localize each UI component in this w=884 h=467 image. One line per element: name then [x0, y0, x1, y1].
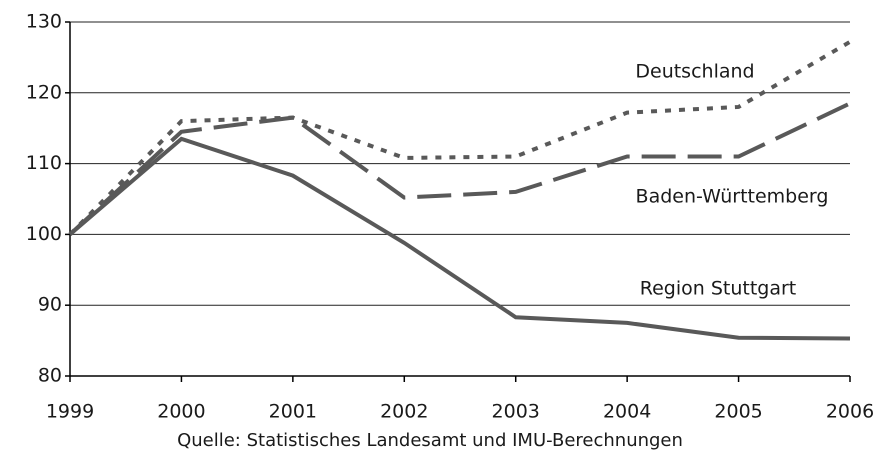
x-tick-label: 2000: [157, 401, 205, 423]
x-tick-label: 2004: [603, 401, 651, 423]
x-tick-label: 2005: [714, 401, 762, 423]
x-tick-label: 2001: [269, 401, 317, 423]
source-note: Quelle: Statistisches Landesamt und IMU-…: [177, 430, 683, 451]
x-tick-label: 2002: [380, 401, 428, 423]
y-tick-label: 100: [26, 223, 62, 245]
y-tick-label: 110: [26, 152, 62, 174]
series-label: Region Stuttgart: [640, 278, 797, 300]
y-tick-label: 130: [26, 11, 62, 33]
x-tick-label: 2003: [492, 401, 540, 423]
x-tick-label: 1999: [46, 401, 94, 423]
y-tick-label: 80: [38, 365, 62, 387]
series-line: [68, 101, 851, 236]
y-tick-label: 120: [26, 81, 62, 103]
series-label: Deutschland: [635, 61, 754, 83]
series-label: Baden-Württemberg: [636, 186, 829, 208]
y-tick-label: 90: [38, 294, 62, 316]
x-tick-label: 2006: [826, 401, 874, 423]
series-line: [68, 136, 851, 341]
